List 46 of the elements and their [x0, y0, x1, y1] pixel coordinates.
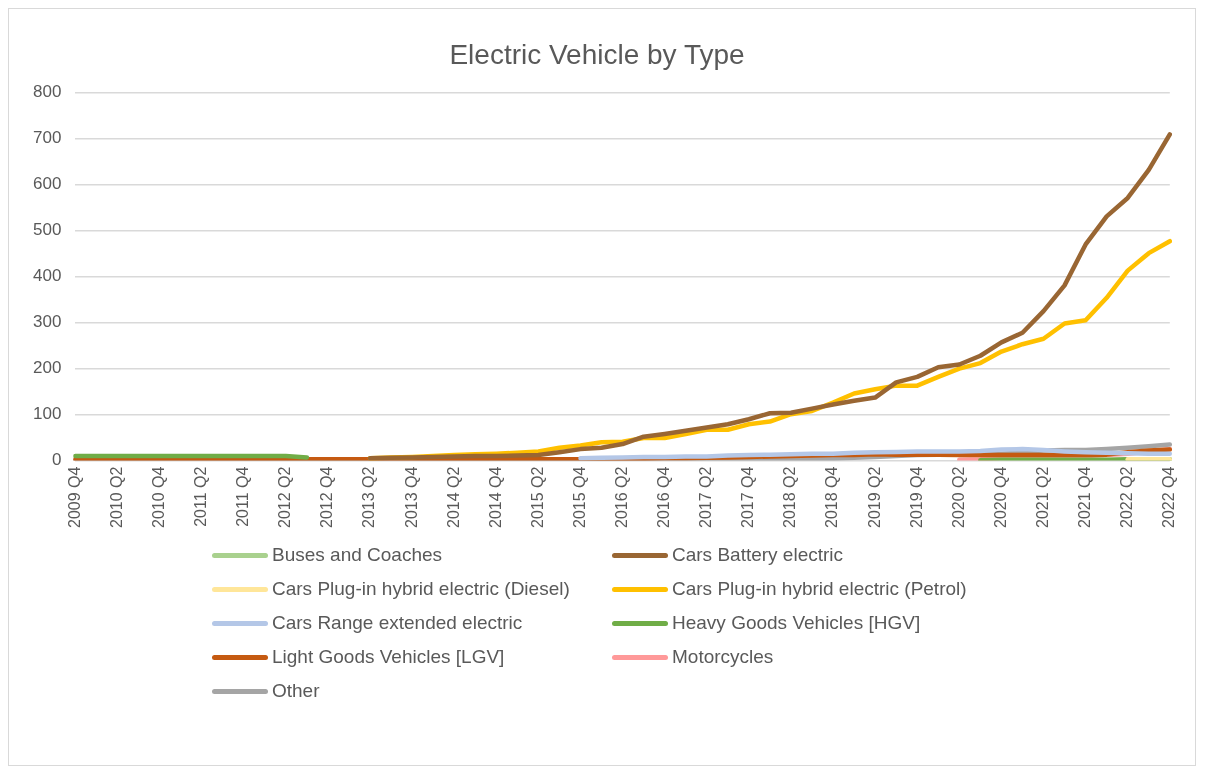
x-tick-label: 2016 Q2: [612, 466, 630, 529]
y-tick-label: 200: [32, 358, 62, 378]
y-tick-label: 100: [32, 404, 62, 424]
x-tick-label: 2021 Q2: [1033, 466, 1051, 529]
x-tick-label: 2020 Q2: [949, 466, 967, 529]
y-tick-label: 500: [32, 220, 62, 240]
x-tick-label: 2020 Q4: [991, 466, 1009, 529]
x-tick-label: 2011 Q2: [192, 466, 210, 527]
legend-label: Buses and Coaches: [272, 544, 443, 566]
chart-title: Electric Vehicle by Type: [449, 38, 745, 70]
x-tick-label: 2015 Q2: [528, 466, 546, 529]
legend-label: Other: [272, 680, 320, 702]
y-tick-label: 400: [32, 266, 62, 286]
legend-label: Cars Range extended electric: [272, 612, 523, 634]
x-tick-label: 2010 Q4: [149, 466, 167, 529]
legend-label: Light Goods Vehicles [LGV]: [272, 646, 505, 668]
x-tick-label: 2010 Q2: [107, 466, 125, 529]
x-tick-label: 2022 Q2: [1118, 466, 1136, 529]
legend-label: Cars Plug-in hybrid electric (Diesel): [272, 578, 570, 600]
x-tick-label: 2013 Q2: [360, 466, 378, 529]
x-tick-label: 2019 Q2: [865, 466, 883, 529]
legend-label: Motorcycles: [672, 646, 774, 668]
x-tick-label: 2022 Q4: [1160, 466, 1178, 529]
x-tick-label: 2019 Q4: [907, 466, 925, 529]
x-tick-label: 2011 Q4: [234, 466, 252, 527]
x-tick-label: 2009 Q4: [65, 466, 83, 529]
x-tick-label: 2013 Q4: [402, 466, 420, 529]
legend-label: Cars Plug-in hybrid electric (Petrol): [672, 578, 967, 600]
y-tick-label: 0: [51, 450, 62, 470]
y-tick-label: 600: [32, 174, 62, 194]
x-tick-label: 2012 Q4: [318, 466, 336, 529]
x-tick-label: 2017 Q4: [739, 466, 757, 529]
x-tick-label: 2017 Q2: [697, 466, 715, 529]
y-tick-label: 800: [32, 82, 62, 102]
y-tick-label: 300: [32, 312, 62, 332]
legend-label: Cars Battery electric: [672, 544, 844, 566]
x-tick-label: 2014 Q4: [486, 466, 504, 529]
x-tick-label: 2012 Q2: [276, 466, 294, 529]
x-tick-label: 2021 Q4: [1076, 466, 1094, 529]
x-tick-label: 2018 Q2: [781, 466, 799, 529]
legend-label: Heavy Goods Vehicles [HGV]: [672, 612, 921, 634]
x-tick-label: 2014 Q2: [444, 466, 462, 529]
x-tick-label: 2016 Q4: [655, 466, 673, 529]
y-tick-label: 700: [32, 128, 62, 148]
x-tick-label: 2018 Q4: [823, 466, 841, 529]
x-tick-label: 2015 Q4: [570, 466, 588, 529]
